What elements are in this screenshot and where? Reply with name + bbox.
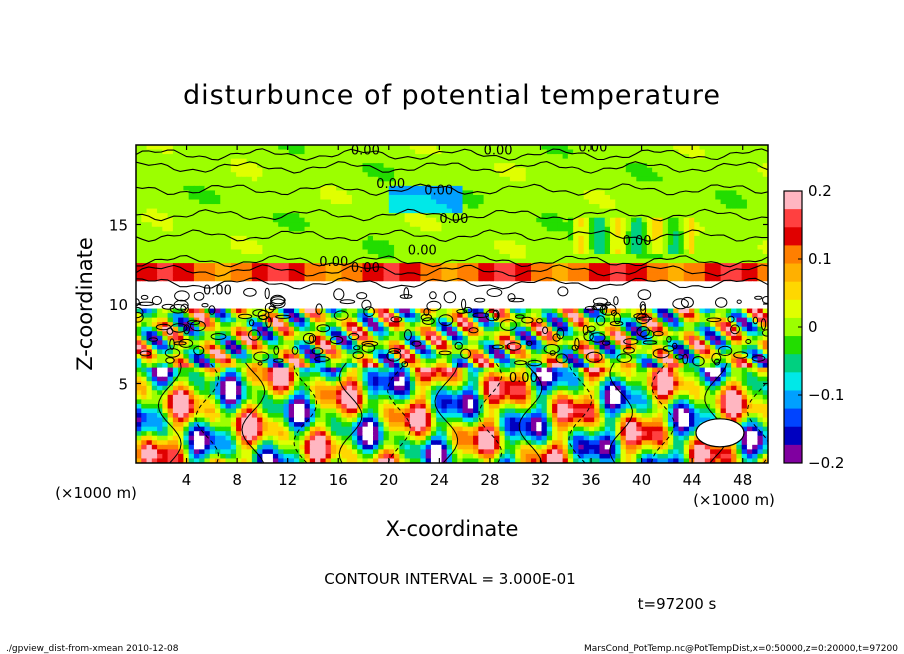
contour-label: 0.00 <box>351 144 380 159</box>
y-tick-label: 5 <box>118 376 128 394</box>
x-tick-label: 44 <box>683 471 702 489</box>
x-tick-label: 40 <box>632 471 651 489</box>
x-tick-label: 24 <box>430 471 449 489</box>
x-tick-label: 48 <box>733 471 752 489</box>
x-tick-label: 36 <box>581 471 600 489</box>
colorbar-tick-label: −0.2 <box>808 454 844 472</box>
y-tick-label: 10 <box>109 296 128 314</box>
colorbar-swatch <box>784 354 802 373</box>
colorbar-swatch <box>784 299 802 319</box>
colorbar-swatch <box>784 245 802 264</box>
contour-lines <box>136 148 768 463</box>
x-tick-label: 4 <box>182 471 192 489</box>
contour-label: 0.00 <box>509 371 538 386</box>
colorbar-swatch <box>784 426 802 446</box>
colorbar-swatch <box>784 209 802 228</box>
contour-label: 0.00 <box>351 261 380 276</box>
contour-label: 0.00 <box>376 177 405 192</box>
contour-label: 0.00 <box>578 140 607 155</box>
contour-labels: 0.00 0.00 0.000.00 0.000.000.000.000.00 0.00… <box>203 140 652 386</box>
x-tick-label: 20 <box>379 471 398 489</box>
footer-left-text: ./gpview_dist-from-xmean 2010-12-08 <box>6 644 179 654</box>
contour-interval-text: CONTOUR INTERVAL = 3.000E-01 <box>324 570 575 588</box>
contour-label: 0.00 <box>424 183 453 198</box>
contour-label: 0.00 <box>203 284 232 299</box>
x-tick-label: 16 <box>329 471 348 489</box>
contour-label: 0.00 <box>439 212 468 227</box>
colorbar-tick-label: −0.1 <box>808 386 844 404</box>
chart-title: disturbunce of potential temperature <box>183 80 721 111</box>
contour-label: 0.00 <box>319 255 348 270</box>
colorbar-tick-label: 0.1 <box>808 250 832 268</box>
colorbar-swatch <box>784 408 802 428</box>
footer-right-text: MarsCond_PotTemp.nc@PotTempDist,x=0:5000… <box>584 644 898 654</box>
colorbar-swatch <box>784 444 802 464</box>
time-label: t=97200 s <box>638 595 717 613</box>
colorbar: 0.2 0.1 0 −0.1 −0.2 <box>783 182 844 472</box>
colorbar-tick-label: 0 <box>808 318 818 336</box>
heatmap-field <box>136 145 768 463</box>
plot-area: 0.00 0.00 0.000.00 0.000.000.000.000.00 0.00… <box>136 140 768 463</box>
x-tick-label: 32 <box>531 471 550 489</box>
colorbar-swatch <box>784 317 802 337</box>
x-axis: 4 8 12 16 20 24 28 32 36 40 44 48 <box>182 145 752 489</box>
colorbar-swatch <box>784 372 802 391</box>
colorbar-swatch <box>784 263 802 283</box>
y-axis-label: Z-coordinate <box>73 237 97 371</box>
x-tick-label: 28 <box>480 471 499 489</box>
y-axis-unit-label: (×1000 m) <box>55 484 137 502</box>
contour-label: 0.00 <box>408 244 437 259</box>
colorbar-tick-label: 0.2 <box>808 182 832 200</box>
colorbar-swatch <box>784 191 802 210</box>
x-axis-unit-label: (×1000 m) <box>693 491 775 509</box>
colorbar-swatch <box>784 336 802 355</box>
contour-label: 0.00 <box>484 144 513 159</box>
contour-label: 0.00 <box>623 234 652 249</box>
x-tick-label: 8 <box>232 471 242 489</box>
colorbar-swatch <box>784 227 802 246</box>
y-axis: 5 10 15 <box>109 217 768 394</box>
colorbar-swatch <box>784 390 802 409</box>
y-tick-label: 15 <box>109 217 128 235</box>
colorbar-swatch <box>784 281 802 301</box>
x-axis-label: X-coordinate <box>386 517 519 541</box>
x-tick-label: 12 <box>278 471 297 489</box>
